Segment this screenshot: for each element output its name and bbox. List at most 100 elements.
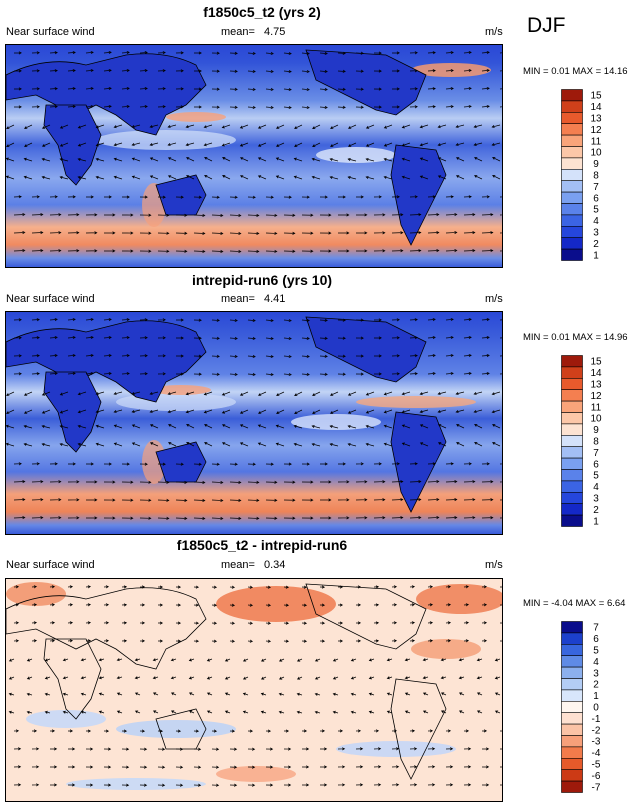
wind-vector-arrow bbox=[275, 175, 285, 180]
wind-vector-arrow bbox=[95, 424, 105, 429]
wind-vector-arrow bbox=[85, 195, 94, 199]
wind-vector-arrow bbox=[157, 372, 166, 376]
wind-vector-arrow bbox=[283, 213, 296, 217]
colorbar-tick-label: -6 bbox=[592, 771, 601, 782]
wind-vector-arrow bbox=[13, 87, 22, 91]
wind-vector-arrow bbox=[319, 372, 328, 376]
wind-vector-arrow bbox=[440, 658, 447, 662]
wind-vector-arrow bbox=[85, 516, 98, 520]
wind-vector-arrow bbox=[265, 336, 274, 341]
wind-vector-arrow bbox=[175, 51, 184, 55]
wind-vector-arrow bbox=[463, 480, 476, 484]
wind-vector-arrow bbox=[409, 498, 422, 502]
wind-vector-arrow bbox=[314, 692, 321, 696]
wind-vector-arrow bbox=[391, 765, 400, 769]
wind-vector-arrow bbox=[373, 621, 380, 625]
wind-vector-arrow bbox=[229, 51, 238, 55]
north-america-coast bbox=[305, 316, 427, 383]
wind-vector-arrow bbox=[481, 335, 490, 340]
wind-vector-arrow bbox=[419, 175, 429, 180]
wind-vector-arrow bbox=[247, 249, 260, 253]
wind-vector-arrow bbox=[80, 692, 87, 696]
wind-vector-arrow bbox=[481, 747, 490, 751]
wind-vector-arrow bbox=[49, 195, 58, 199]
wind-vector-arrow bbox=[337, 765, 346, 769]
wind-vector-arrow bbox=[31, 318, 40, 322]
wind-vector-arrow bbox=[193, 213, 206, 217]
wind-vector-arrow bbox=[391, 783, 400, 787]
wind-vector-arrow bbox=[383, 124, 393, 129]
wind-vector-arrow bbox=[499, 106, 502, 108]
wind-vector-arrow bbox=[152, 692, 159, 696]
wind-vector-arrow bbox=[283, 462, 292, 466]
wind-vector-arrow bbox=[157, 249, 170, 253]
wind-vector-arrow bbox=[293, 442, 303, 447]
wind-vector-arrow bbox=[193, 231, 206, 235]
wind-vector-arrow bbox=[77, 442, 87, 447]
wind-vector-arrow bbox=[337, 603, 344, 607]
wind-vector-arrow bbox=[463, 195, 472, 199]
wind-vector-arrow bbox=[368, 710, 375, 714]
wind-vector-arrow bbox=[492, 156, 501, 162]
wind-vector-arrow bbox=[139, 585, 146, 589]
colorbar-tick-label: 9 bbox=[593, 159, 599, 170]
wind-vector-arrow bbox=[139, 231, 152, 235]
wind-vector-arrow bbox=[481, 86, 490, 91]
wind-vector-arrow bbox=[149, 391, 159, 396]
wind-vector-arrow bbox=[427, 354, 436, 358]
wind-vector-arrow bbox=[131, 142, 141, 147]
wind-vector-arrow bbox=[49, 462, 58, 466]
wind-vector-arrow bbox=[31, 729, 38, 733]
wind-vector-arrow bbox=[311, 424, 321, 429]
colorbar-box bbox=[561, 400, 583, 413]
season-label: DJF bbox=[527, 14, 566, 37]
wind-vector-arrow bbox=[113, 175, 123, 180]
wind-vector-arrow bbox=[175, 87, 184, 91]
wind-vector-arrow bbox=[347, 409, 357, 414]
panel-2-mean-value: 4.41 bbox=[264, 293, 286, 305]
wind-vector-arrow bbox=[350, 710, 357, 714]
wind-vector-arrow bbox=[211, 639, 218, 643]
wind-vector-arrow bbox=[193, 747, 202, 751]
wind-vector-arrow bbox=[409, 480, 422, 484]
wind-vector-arrow bbox=[373, 585, 380, 589]
wind-vector-arrow bbox=[383, 391, 393, 396]
wind-vector-arrow bbox=[49, 249, 62, 253]
wind-vector-arrow bbox=[319, 87, 328, 91]
colorbar-tick-label: 3 bbox=[593, 668, 599, 679]
wind-vector-arrow bbox=[121, 249, 134, 253]
wind-vector-arrow bbox=[499, 52, 502, 54]
wind-vector-arrow bbox=[329, 175, 339, 180]
north-america-coast bbox=[305, 49, 427, 116]
positive-anomaly bbox=[416, 584, 502, 614]
wind-vector-arrow bbox=[80, 710, 87, 714]
wind-vector-arrow bbox=[13, 516, 26, 520]
wind-vector-arrow bbox=[481, 462, 490, 466]
wind-vector-arrow bbox=[224, 658, 231, 662]
wind-vector-arrow bbox=[41, 443, 51, 447]
wind-vector-arrow bbox=[49, 765, 58, 769]
wind-vector-arrow bbox=[427, 480, 440, 484]
wind-vector-arrow bbox=[332, 676, 339, 680]
colorbar-tick-label: 6 bbox=[593, 634, 599, 645]
colorbar-tick-label: 5 bbox=[593, 646, 599, 657]
wind-vector-arrow bbox=[121, 783, 130, 787]
wind-vector-arrow bbox=[239, 391, 249, 396]
south-america-coast bbox=[390, 411, 447, 513]
wind-vector-arrow bbox=[13, 462, 22, 466]
wind-vector-arrow bbox=[247, 585, 254, 589]
wind-vector-arrow bbox=[134, 692, 141, 696]
wind-vector-arrow bbox=[499, 585, 502, 588]
wind-vector-arrow bbox=[296, 692, 303, 696]
wind-vector-arrow bbox=[319, 354, 328, 358]
wind-vector-arrow bbox=[49, 69, 58, 73]
wind-vector-arrow bbox=[67, 105, 76, 109]
wind-vector-arrow bbox=[427, 51, 436, 55]
wind-vector-arrow bbox=[121, 603, 128, 607]
wind-vector-arrow bbox=[121, 354, 130, 358]
wind-vector-arrow bbox=[211, 318, 220, 322]
wind-vector-arrow bbox=[409, 372, 418, 376]
wind-vector-arrow bbox=[373, 318, 382, 322]
wind-vector-arrow bbox=[67, 51, 76, 55]
wind-vector-arrow bbox=[499, 729, 502, 733]
